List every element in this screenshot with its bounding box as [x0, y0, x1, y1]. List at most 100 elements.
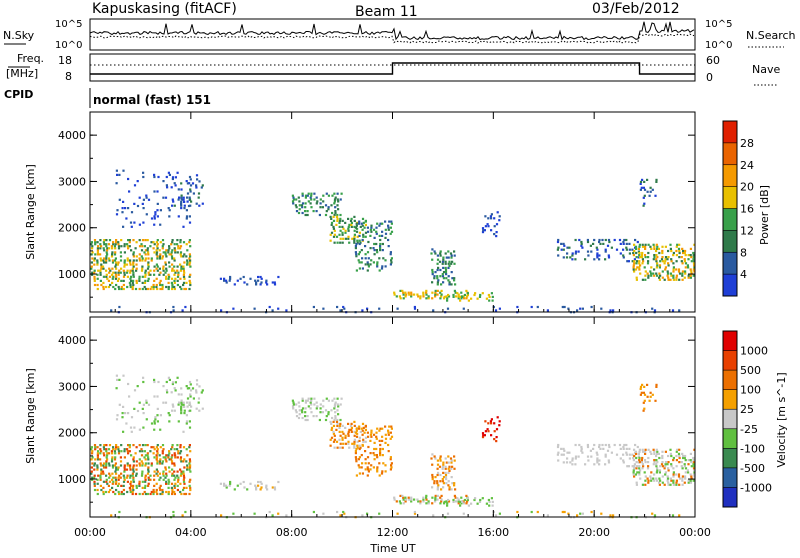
- velocity-echo-point: [342, 442, 345, 445]
- velocity-echo-point: [319, 407, 322, 410]
- power-echo-point: [99, 271, 102, 274]
- power-echo-point: [638, 256, 642, 259]
- velocity-echo-point: [93, 444, 97, 447]
- velocity-echo-point: [646, 395, 649, 398]
- power-echo-point: [452, 295, 455, 298]
- power-echo-point: [635, 251, 638, 255]
- power-echo-point: [333, 198, 337, 201]
- velocity-echo-point: [102, 446, 105, 449]
- power-echo-point: [376, 222, 379, 225]
- power-echo-point: [179, 239, 182, 242]
- power-echo-point: [445, 277, 448, 280]
- velocity-echo-point: [450, 461, 453, 464]
- velocity-echo-point: [563, 449, 566, 452]
- velocity-echo-point: [136, 409, 140, 413]
- power-echo-point: [178, 196, 181, 199]
- velocity-echo-point: [182, 446, 186, 449]
- velocity-echo-point: [639, 385, 643, 388]
- velocity-echo-point: [467, 504, 470, 507]
- power-echo-point: [667, 262, 670, 265]
- velocity-echo-point: [331, 399, 334, 402]
- noise-panel-frame: [89, 18, 696, 51]
- power-echo-point: [188, 263, 191, 266]
- power-echo-point: [113, 245, 116, 248]
- velocity-echo-point: [362, 426, 365, 429]
- velocity-echo-point: [602, 447, 605, 450]
- power-echo-point: [138, 253, 141, 256]
- power-echo-point: [168, 247, 171, 250]
- power-echo-point: [329, 215, 332, 218]
- velocity-echo-point: [633, 454, 636, 458]
- power-echo-point: [142, 221, 145, 224]
- power-echo-point: [122, 200, 125, 203]
- power-echo-point: [195, 186, 198, 189]
- velocity-echo-point: [653, 479, 656, 482]
- power-echo-point: [120, 239, 123, 242]
- velocity-echo-point: [122, 488, 125, 492]
- velocity-echo-point: [448, 469, 451, 472]
- y-tick-label: 1000: [58, 473, 86, 486]
- power-echo-point: [367, 257, 370, 260]
- power-echo-point: [197, 192, 201, 195]
- power-echo-point: [413, 293, 416, 296]
- power-panel-frame: [89, 111, 696, 313]
- velocity-echo-point: [144, 444, 147, 447]
- velocity-echo-point: [129, 476, 132, 479]
- power-echo-point: [144, 253, 147, 256]
- power-echo-point: [177, 198, 180, 201]
- velocity-echo-point: [325, 415, 328, 418]
- velocity-echo-point: [165, 389, 168, 392]
- power-echo-point: [179, 247, 182, 250]
- power-echo-point: [442, 271, 446, 274]
- power-echo-point: [646, 178, 649, 181]
- power-echo-point: [180, 204, 183, 207]
- power-echo-point: [580, 240, 583, 244]
- power-echo-point: [338, 233, 341, 236]
- velocity-echo-point: [188, 462, 191, 465]
- velocity-echo-point: [336, 422, 339, 425]
- power-echo-point: [622, 240, 625, 244]
- velocity-echo-point: [304, 399, 308, 402]
- velocity-echo-point: [156, 444, 159, 447]
- velocity-echo-point: [410, 498, 413, 501]
- colorbar-segment: [723, 331, 737, 352]
- velocity-echo-point: [396, 512, 399, 515]
- velocity-echo-point: [359, 446, 362, 449]
- power-echo-point: [167, 285, 170, 289]
- velocity-echo-point: [180, 403, 183, 406]
- velocity-echo-point: [358, 436, 361, 439]
- power-echo-point: [307, 192, 310, 195]
- velocity-echo-point: [189, 393, 192, 396]
- power-echo-point: [119, 271, 122, 274]
- power-echo-point: [105, 269, 108, 272]
- velocity-echo-point: [353, 442, 356, 445]
- power-echo-point: [96, 251, 99, 254]
- velocity-echo-point: [358, 425, 361, 428]
- power-echo-point: [653, 268, 656, 271]
- power-echo-point: [450, 262, 453, 265]
- power-echo-point: [625, 248, 628, 251]
- power-echo-point: [114, 243, 117, 246]
- power-echo-point: [268, 305, 271, 309]
- velocity-echo-point: [171, 446, 174, 449]
- power-echo-point: [622, 254, 625, 257]
- velocity-echo-point: [327, 411, 330, 414]
- power-echo-point: [115, 239, 118, 242]
- power-echo-point: [364, 235, 367, 238]
- velocity-echo-point: [96, 452, 99, 455]
- velocity-echo-point: [672, 467, 675, 470]
- power-echo-point: [347, 217, 350, 220]
- velocity-echo-point: [93, 484, 96, 487]
- power-echo-point: [687, 274, 690, 277]
- velocity-echo-point: [563, 510, 566, 514]
- power-echo-point: [661, 260, 664, 263]
- velocity-echo-point: [196, 383, 199, 386]
- power-echo-point: [637, 250, 640, 253]
- velocity-echo-point: [381, 470, 384, 473]
- power-echo-point: [445, 273, 448, 276]
- power-echo-point: [176, 251, 179, 254]
- power-echo-point: [336, 219, 339, 222]
- power-echo-point: [487, 217, 490, 220]
- power-echo-point: [180, 267, 183, 270]
- velocity-echo-point: [198, 385, 201, 388]
